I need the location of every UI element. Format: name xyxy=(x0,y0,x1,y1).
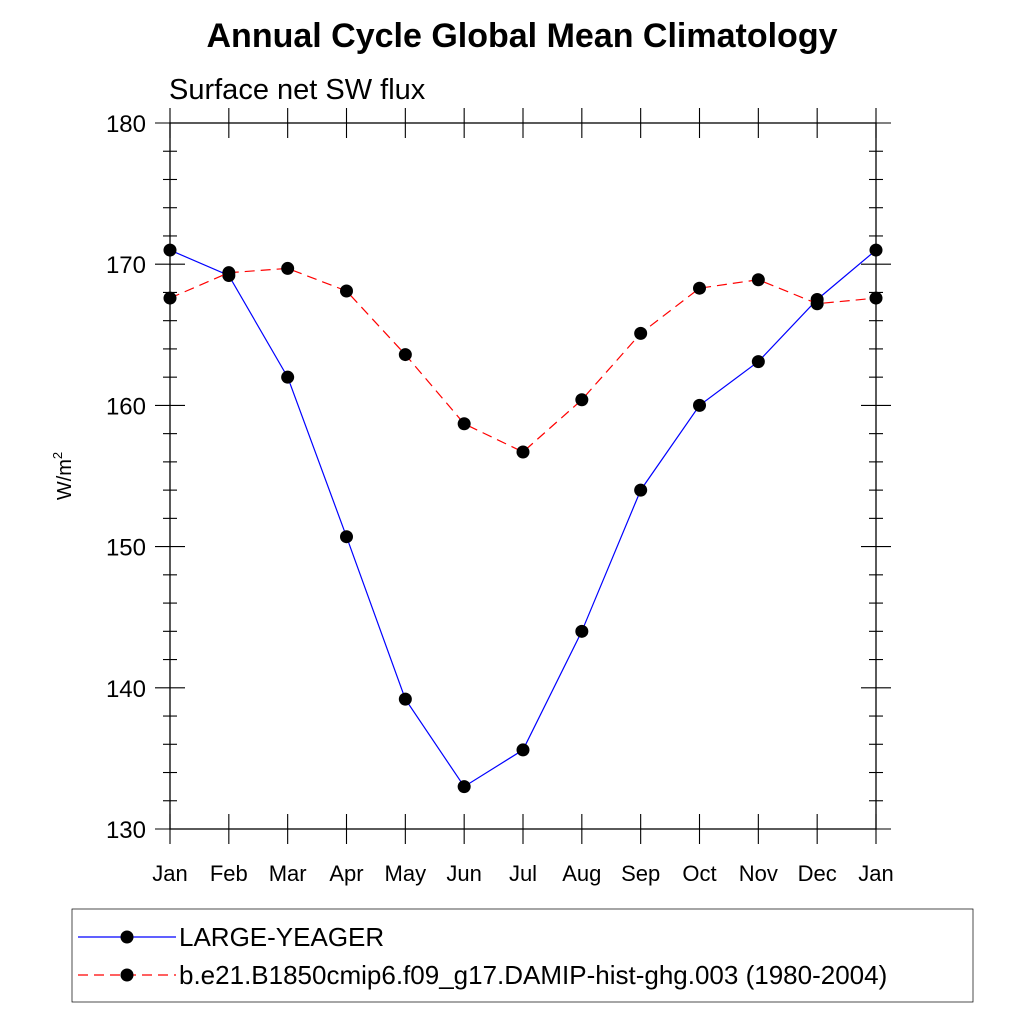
series-damip-hist-ghg-point xyxy=(340,284,353,298)
legend-entry-large-yeager-marker xyxy=(120,930,134,944)
series-large-yeager-point xyxy=(751,355,765,369)
x-tick-label: Jun xyxy=(446,861,481,886)
y-tick-label: 180 xyxy=(106,111,146,138)
series-damip-hist-ghg-point xyxy=(398,348,412,362)
series-large-yeager-point xyxy=(575,624,589,638)
series-large-yeager-point xyxy=(281,370,295,384)
y-axis-label-superscript: 2 xyxy=(50,452,65,459)
legend-entry-damip-hist-ghg-marker xyxy=(120,968,134,982)
series-large-yeager-point xyxy=(634,483,648,497)
series-large-yeager-point xyxy=(340,530,353,544)
series-large-yeager-point xyxy=(516,743,530,757)
series-damip-hist-ghg-point xyxy=(634,326,648,340)
x-tick-label: Apr xyxy=(329,861,363,886)
y-tick-label: 150 xyxy=(106,535,146,562)
x-tick-label: Sep xyxy=(621,861,660,886)
legend-box xyxy=(71,908,974,1003)
series-damip-hist-ghg-line xyxy=(169,267,877,453)
series-damip-hist-ghg-point xyxy=(457,417,471,431)
series-damip-hist-ghg-point xyxy=(869,291,883,305)
y-axis-label: W/m2 xyxy=(50,452,76,500)
legend-entry-damip-hist-ghg-label: b.e21.B1850cmip6.f09_g17.DAMIP-hist-ghg.… xyxy=(179,960,887,990)
x-tick-label: Feb xyxy=(210,861,248,886)
y-tick-label: 160 xyxy=(106,393,146,420)
y-tick-label: 140 xyxy=(106,676,146,703)
series-damip-hist-ghg-point xyxy=(222,266,236,280)
axis-ticks: 130 140 150 160 170 180 Jan Feb Mar Apr May Jun Jul A… xyxy=(106,108,894,886)
series-large-yeager-point xyxy=(457,780,471,794)
y-tick-label: 170 xyxy=(106,252,146,279)
legend-entry-large-yeager-label: LARGE-YEAGER xyxy=(179,922,384,952)
series-damip-hist-ghg-point xyxy=(751,273,765,287)
x-tick-label: Mar xyxy=(269,861,307,886)
series-damip-hist-ghg-point xyxy=(281,261,295,275)
series-damip-hist-ghg-point xyxy=(693,281,706,295)
series-damip-hist-ghg-point xyxy=(575,393,589,407)
series-large-yeager-point xyxy=(163,243,177,257)
series-damip-hist-ghg-point xyxy=(163,291,177,305)
y-axis-label-base: W/m xyxy=(54,459,76,500)
series-large-yeager-point xyxy=(398,692,412,706)
series-layer xyxy=(163,243,883,794)
x-tick-label: Jan xyxy=(858,861,893,886)
x-tick-label: Aug xyxy=(562,861,601,886)
x-tick-label: May xyxy=(385,861,427,886)
series-large-yeager-point xyxy=(869,243,883,257)
series-large-yeager-line xyxy=(169,249,877,788)
plot-area-frame xyxy=(169,122,877,830)
chart-title: Annual Cycle Global Mean Climatology xyxy=(207,17,838,55)
x-tick-label: Jan xyxy=(152,861,187,886)
series-damip-hist-ghg-point xyxy=(516,445,530,459)
chart-subtitle: Surface net SW flux xyxy=(169,74,426,106)
x-tick-label: Nov xyxy=(739,861,778,886)
legend: LARGE-YEAGER b.e21.B1850cmip6.f09_g17.DAM… xyxy=(78,922,887,990)
x-tick-label: Jul xyxy=(509,861,537,886)
x-tick-label: Dec xyxy=(798,861,837,886)
y-tick-label: 130 xyxy=(106,817,146,844)
x-tick-label: Oct xyxy=(682,861,716,886)
series-damip-hist-ghg-point xyxy=(810,297,824,311)
series-large-yeager-point xyxy=(693,398,706,412)
